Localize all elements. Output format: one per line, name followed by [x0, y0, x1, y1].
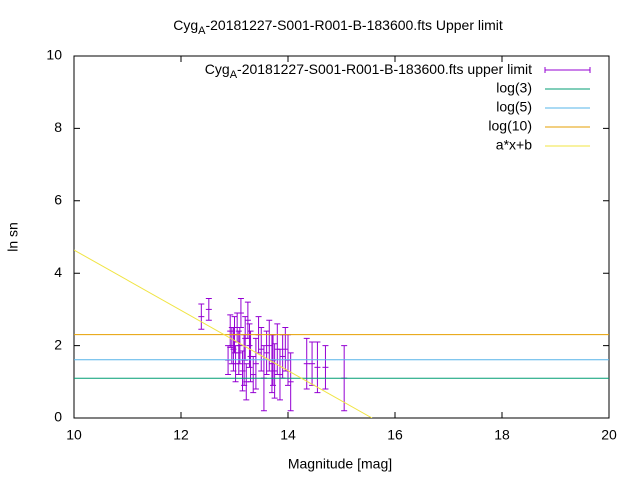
plot-border	[73, 55, 610, 419]
x-tick-label: 14	[280, 427, 296, 443]
x-axis-label: Magnitude [mag]	[288, 456, 392, 472]
y-tick-label: 4	[54, 264, 62, 280]
legend-label: log(5)	[496, 99, 532, 115]
fit-line	[74, 249, 373, 418]
y-axis-label: ln sn	[5, 222, 21, 252]
y-tick-label: 10	[46, 47, 62, 63]
title-subscript: A	[198, 25, 206, 37]
y-tick-label: 6	[54, 192, 62, 208]
y-tick-label: 2	[54, 336, 62, 352]
legend-label: CygA-20181227-S001-R001-B-183600.fts upp…	[205, 61, 532, 81]
plot-area	[74, 249, 609, 418]
legend-label-part: Cyg	[205, 61, 230, 77]
legend-label: log(10)	[488, 118, 532, 134]
legend-label: log(3)	[496, 80, 532, 96]
y-tick-label: 8	[54, 119, 62, 135]
legend-label-part: -20181227-S001-R001-B-183600.fts upper l…	[237, 61, 532, 77]
x-tick-label: 10	[66, 427, 82, 443]
legend-label-subscript: A	[230, 69, 238, 81]
chart-title: CygA-20181227-S001-R001-B-183600.fts Upp…	[173, 17, 503, 37]
x-tick-label: 16	[387, 427, 403, 443]
x-tick-label: 12	[173, 427, 189, 443]
title-part: Cyg	[173, 17, 198, 33]
x-tick-label: 18	[494, 427, 510, 443]
legend-label: a*x+b	[496, 137, 532, 153]
legend-swatch	[544, 67, 591, 73]
title-part: -20181227-S001-R001-B-183600.fts Upper l…	[205, 17, 502, 33]
y-tick-label: 0	[54, 409, 62, 425]
x-tick-label: 20	[601, 427, 617, 443]
